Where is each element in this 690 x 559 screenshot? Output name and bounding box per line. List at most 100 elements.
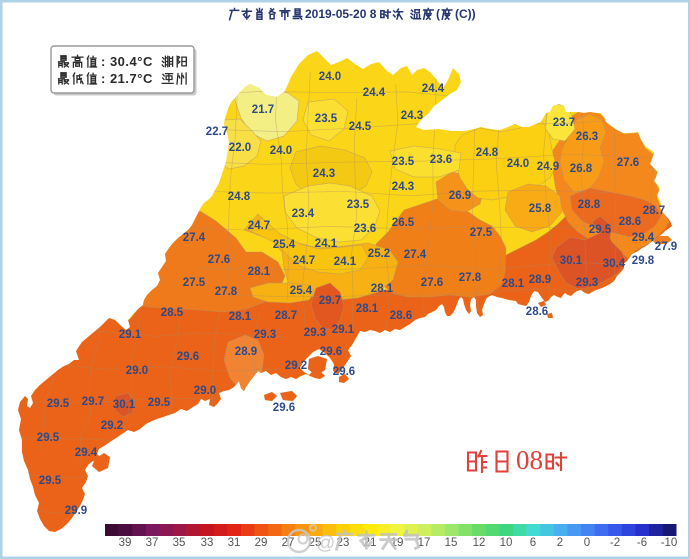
svg-text:12: 12 [473, 537, 486, 549]
svg-text:29: 29 [255, 537, 268, 549]
svg-text:29.3: 29.3 [304, 327, 326, 339]
svg-text:25: 25 [309, 537, 322, 549]
svg-text:30.1: 30.1 [560, 255, 583, 267]
svg-text:28.8: 28.8 [578, 199, 601, 211]
svg-text:28.9: 28.9 [529, 274, 551, 286]
svg-text:27.6: 27.6 [208, 254, 230, 266]
svg-text:29.9: 29.9 [65, 505, 87, 517]
svg-text:39: 39 [119, 537, 132, 549]
svg-text:28.6: 28.6 [619, 216, 641, 228]
svg-text:25.8: 25.8 [529, 203, 552, 215]
svg-text:-2: -2 [610, 537, 620, 549]
svg-text:30.4: 30.4 [603, 258, 626, 270]
svg-text:24.7: 24.7 [248, 220, 270, 232]
svg-text:23.6: 23.6 [354, 223, 376, 235]
svg-text:29.7: 29.7 [319, 295, 341, 307]
svg-text:35: 35 [173, 537, 186, 549]
svg-text:29.2: 29.2 [101, 420, 123, 432]
svg-text:-6: -6 [637, 537, 647, 549]
svg-text:27.5: 27.5 [183, 277, 206, 289]
svg-text:23.7: 23.7 [553, 117, 575, 129]
svg-text:27.6: 27.6 [421, 277, 443, 289]
svg-text:29.5: 29.5 [47, 398, 70, 410]
svg-text:29.5: 29.5 [39, 475, 62, 487]
svg-text:28.5: 28.5 [161, 307, 184, 319]
svg-text:29.6: 29.6 [177, 351, 199, 363]
svg-text:29.6: 29.6 [273, 402, 295, 414]
svg-text:24.8: 24.8 [228, 191, 251, 203]
svg-text:29.5: 29.5 [589, 224, 612, 236]
svg-text:(C)): (C)) [455, 7, 476, 21]
svg-text:22.7: 22.7 [206, 126, 228, 138]
svg-text:25.4: 25.4 [290, 285, 313, 297]
svg-text:29.2: 29.2 [285, 360, 307, 372]
svg-text:24.9: 24.9 [537, 161, 559, 173]
svg-text:6: 6 [530, 537, 536, 549]
svg-text:28.1: 28.1 [502, 278, 525, 290]
svg-text:28.1: 28.1 [371, 283, 394, 295]
svg-text:@: @ [316, 533, 335, 554]
svg-text:27.8: 27.8 [215, 286, 238, 298]
svg-text:(: ( [436, 7, 440, 21]
svg-text:23.5: 23.5 [347, 199, 370, 211]
svg-text:2019-05-20 8: 2019-05-20 8 [305, 7, 377, 21]
svg-text:-10: -10 [661, 537, 678, 549]
svg-text:29.1: 29.1 [332, 324, 355, 336]
svg-text:26.3: 26.3 [576, 131, 598, 143]
svg-text:29.0: 29.0 [194, 385, 216, 397]
svg-text:24.1: 24.1 [334, 256, 357, 268]
svg-text:08: 08 [516, 445, 543, 475]
svg-text:28.6: 28.6 [526, 306, 548, 318]
svg-text:28.1: 28.1 [248, 266, 271, 278]
svg-text:27.4: 27.4 [183, 232, 206, 244]
svg-text:24.0: 24.0 [319, 71, 341, 83]
svg-text:30.1: 30.1 [113, 399, 136, 411]
svg-text:28.1: 28.1 [356, 303, 379, 315]
svg-text:24.1: 24.1 [315, 238, 338, 250]
svg-text:24.5: 24.5 [349, 121, 372, 133]
svg-text:22.0: 22.0 [229, 142, 251, 154]
svg-text:37: 37 [146, 537, 159, 549]
svg-text:29.6: 29.6 [333, 366, 355, 378]
svg-text:29.0: 29.0 [126, 365, 148, 377]
svg-text:25.4: 25.4 [273, 239, 296, 251]
svg-text:29.1: 29.1 [119, 329, 142, 341]
svg-text:24.8: 24.8 [476, 147, 499, 159]
svg-text:29.5: 29.5 [37, 432, 60, 444]
svg-text:29.4: 29.4 [632, 232, 655, 244]
svg-text:23.6: 23.6 [430, 154, 452, 166]
svg-text:24.3: 24.3 [401, 110, 423, 122]
svg-text:2: 2 [557, 537, 563, 549]
svg-text:24.0: 24.0 [507, 158, 529, 170]
svg-text:23.5: 23.5 [315, 113, 338, 125]
svg-text:0: 0 [584, 537, 590, 549]
svg-text:27.5: 27.5 [470, 227, 493, 239]
svg-text:29.8: 29.8 [632, 255, 655, 267]
svg-text:29.3: 29.3 [254, 329, 276, 341]
svg-text:24.4: 24.4 [363, 87, 386, 99]
svg-text:: 30.4°C: : 30.4°C [101, 54, 153, 69]
svg-text:29.7: 29.7 [82, 396, 104, 408]
svg-text:15: 15 [445, 537, 458, 549]
svg-text:24.0: 24.0 [270, 145, 292, 157]
svg-text:29.5: 29.5 [148, 397, 171, 409]
svg-text:21.7: 21.7 [252, 104, 274, 116]
svg-text:26.9: 26.9 [449, 190, 471, 202]
svg-text:27.9: 27.9 [655, 241, 677, 253]
svg-text:10: 10 [500, 537, 513, 549]
svg-text:25.2: 25.2 [368, 248, 390, 260]
svg-text:17: 17 [418, 537, 431, 549]
svg-text:28.7: 28.7 [275, 310, 297, 322]
svg-text:28.6: 28.6 [390, 310, 412, 322]
svg-text:24.3: 24.3 [392, 181, 414, 193]
svg-text:23.4: 23.4 [292, 208, 315, 220]
svg-text:28.7: 28.7 [643, 205, 665, 217]
svg-text:24.4: 24.4 [422, 83, 445, 95]
svg-text:29.3: 29.3 [576, 277, 598, 289]
svg-text:29.4: 29.4 [75, 447, 98, 459]
svg-text:28.9: 28.9 [235, 346, 257, 358]
svg-text:29.6: 29.6 [320, 346, 342, 358]
svg-text:27.4: 27.4 [404, 249, 427, 261]
svg-text:31: 31 [228, 537, 241, 549]
svg-text:24.3: 24.3 [313, 168, 335, 180]
